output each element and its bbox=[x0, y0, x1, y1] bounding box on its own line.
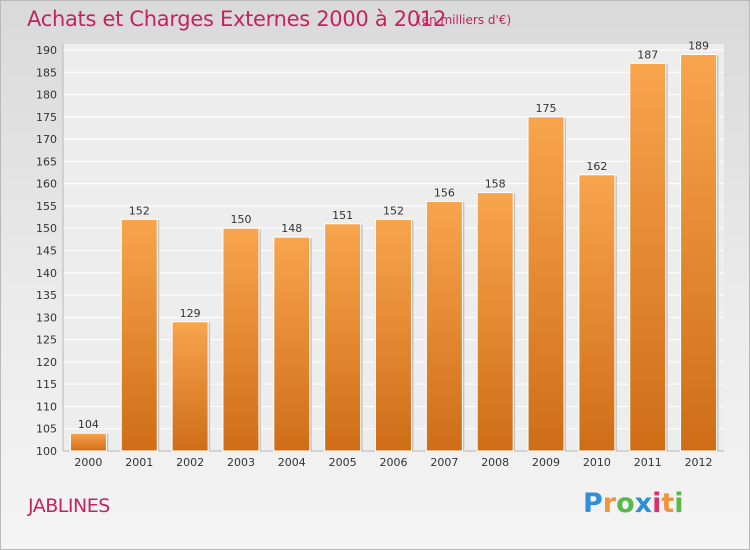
bar bbox=[69, 432, 107, 452]
y-tick-label: 150 bbox=[36, 222, 57, 235]
x-tick-label: 2003 bbox=[227, 456, 255, 469]
proxiti-logo: Proxiti bbox=[583, 488, 684, 519]
bar-value-label: 104 bbox=[78, 418, 99, 431]
bar-value-label: 152 bbox=[129, 204, 150, 217]
logo-letter: i bbox=[652, 488, 662, 519]
bar-value-label: 187 bbox=[637, 48, 658, 61]
bar-value-label: 162 bbox=[586, 160, 607, 173]
bar bbox=[324, 223, 362, 452]
x-tick-label: 2012 bbox=[685, 456, 713, 469]
bar bbox=[425, 200, 463, 452]
y-tick-label: 135 bbox=[36, 289, 57, 302]
bar-value-label: 156 bbox=[434, 186, 455, 199]
bar-value-label: 151 bbox=[332, 209, 353, 222]
logo-letter: P bbox=[583, 488, 603, 519]
y-tick-label: 185 bbox=[36, 66, 57, 79]
y-tick-label: 145 bbox=[36, 245, 57, 258]
logo-letter: t bbox=[661, 488, 675, 519]
x-tick-label: 2008 bbox=[481, 456, 509, 469]
y-tick-label: 110 bbox=[36, 400, 57, 413]
bar bbox=[171, 321, 209, 452]
y-tick-label: 170 bbox=[36, 133, 57, 146]
bar bbox=[476, 192, 514, 452]
logo-letter: r bbox=[602, 488, 617, 519]
bar bbox=[680, 53, 718, 452]
y-tick-label: 130 bbox=[36, 311, 57, 324]
y-tick-label: 140 bbox=[36, 267, 57, 280]
bar bbox=[629, 62, 667, 452]
y-tick-label: 165 bbox=[36, 155, 57, 168]
chart-subtitle: (en milliers d'€) bbox=[417, 13, 512, 27]
bar-value-label: 150 bbox=[230, 213, 251, 226]
y-tick-label: 180 bbox=[36, 89, 57, 102]
x-tick-label: 2005 bbox=[329, 456, 357, 469]
x-tick-label: 2006 bbox=[380, 456, 408, 469]
commune-name: JABLINES bbox=[28, 495, 110, 517]
x-tick-label: 2002 bbox=[176, 456, 204, 469]
bar-value-label: 152 bbox=[383, 204, 404, 217]
x-tick-label: 2007 bbox=[430, 456, 458, 469]
y-tick-label: 100 bbox=[36, 445, 57, 458]
bar-value-label: 175 bbox=[536, 102, 557, 115]
bar bbox=[375, 218, 412, 452]
logo-letter: o bbox=[616, 488, 635, 519]
y-tick-label: 155 bbox=[36, 200, 57, 213]
x-tick-label: 2000 bbox=[74, 456, 102, 469]
x-tick-label: 2009 bbox=[532, 456, 560, 469]
x-tick-label: 2001 bbox=[125, 456, 153, 469]
y-tick-label: 125 bbox=[36, 334, 57, 347]
x-tick-label: 2011 bbox=[634, 456, 662, 469]
logo-letter: x bbox=[634, 488, 653, 519]
y-tick-label: 115 bbox=[36, 378, 57, 391]
bar bbox=[273, 236, 311, 452]
bar-value-label: 129 bbox=[180, 307, 201, 320]
bar-value-label: 189 bbox=[688, 39, 709, 52]
y-tick-label: 160 bbox=[36, 178, 57, 191]
x-tick-label: 2010 bbox=[583, 456, 611, 469]
y-tick-label: 120 bbox=[36, 356, 57, 369]
bar-value-label: 148 bbox=[281, 222, 302, 235]
bar bbox=[578, 174, 616, 452]
chart-title: Achats et Charges Externes 2000 à 2012 bbox=[27, 7, 447, 31]
bar bbox=[527, 116, 565, 452]
logo-letter: i bbox=[674, 488, 684, 519]
x-tick-label: 2004 bbox=[278, 456, 306, 469]
bar bbox=[222, 227, 260, 452]
bar-value-label: 158 bbox=[485, 178, 506, 191]
y-tick-label: 105 bbox=[36, 423, 57, 436]
bar bbox=[120, 218, 158, 452]
y-tick-label: 190 bbox=[36, 44, 57, 57]
y-tick-label: 175 bbox=[36, 111, 57, 124]
